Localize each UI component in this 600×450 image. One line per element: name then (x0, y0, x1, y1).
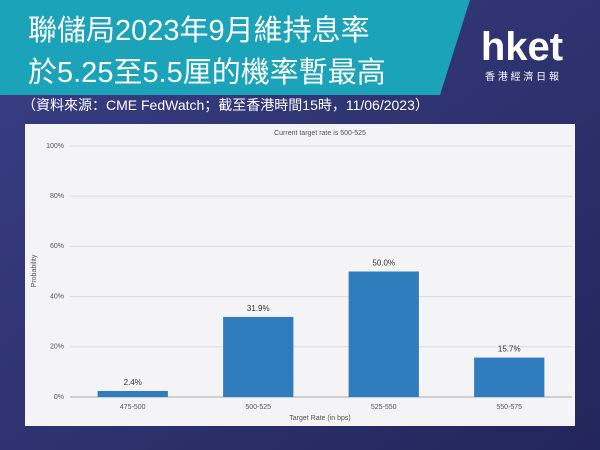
bar (348, 271, 419, 397)
value-label: 15.7% (498, 345, 521, 354)
title-line: 於5.25至5.5厘的機率暫最高 (28, 56, 386, 89)
subtitle: （資料來源：CME FedWatch；截至香港時間15時，11/06/2023） (22, 97, 429, 114)
bar (474, 357, 545, 397)
chart-title: Current target rate is 500-525 (274, 130, 366, 137)
value-label: 31.9% (247, 304, 270, 313)
header-band (0, 0, 470, 95)
bar (97, 390, 168, 397)
y-tick-label: 20% (50, 344, 64, 351)
logo-brand: hket (481, 25, 563, 69)
y-tick-label: 40% (50, 293, 64, 300)
title-line: 聯儲局2023年9月維持息率 (28, 14, 370, 47)
x-tick-label: 475-500 (120, 404, 146, 411)
value-label: 2.4% (124, 378, 142, 387)
y-tick-label: 0% (54, 394, 64, 401)
x-tick-label: 500-525 (245, 404, 271, 411)
y-tick-label: 80% (50, 193, 64, 200)
value-label: 50.0% (372, 259, 395, 268)
x-axis-label: Target Rate (in bps) (289, 415, 350, 422)
bar (223, 316, 294, 397)
y-tick-label: 100% (46, 143, 64, 150)
x-tick-label: 550-575 (496, 404, 522, 411)
y-axis-label: Probability (31, 254, 38, 287)
logo-tagline: 香 港 經 濟 日 報 (485, 70, 559, 83)
y-tick-label: 60% (50, 243, 64, 250)
x-tick-label: 525-550 (371, 404, 397, 411)
